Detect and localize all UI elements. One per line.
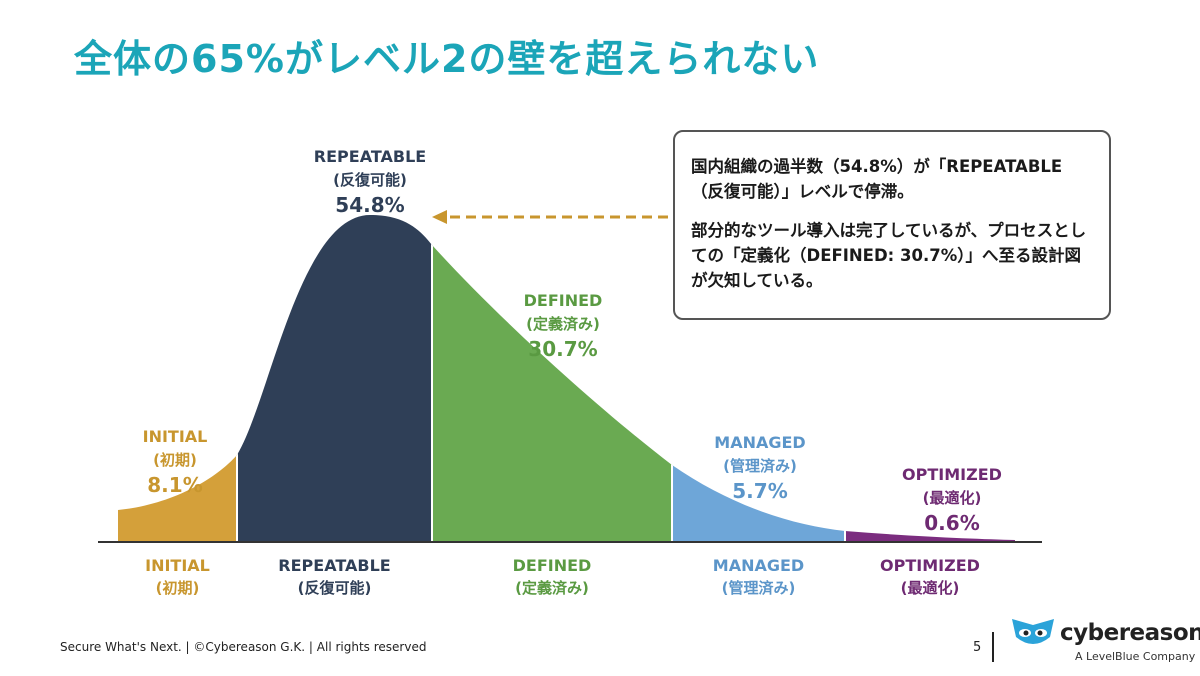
data-label-sub: (反復可能) <box>333 171 407 189</box>
data-label-name: MANAGED <box>714 433 805 452</box>
area-segment-optimized <box>845 531 1015 541</box>
callout-box: 国内組織の過半数（54.8%）が「REPEATABLE（反復可能）」レベルで停滞… <box>673 130 1111 320</box>
footer-divider <box>992 632 994 662</box>
brand-tagline: A LevelBlue Company <box>1075 650 1196 663</box>
x-tick-label: DEFINED <box>513 556 592 575</box>
area-segment-managed <box>672 465 845 541</box>
data-label-name: INITIAL <box>143 427 208 446</box>
area-segment-repeatable <box>237 215 432 541</box>
x-tick-label: REPEATABLE <box>278 556 390 575</box>
data-label-value: 30.7% <box>528 337 597 361</box>
data-label-value: 0.6% <box>924 511 979 535</box>
x-tick-sublabel: (反復可能) <box>298 579 372 597</box>
data-label-name: OPTIMIZED <box>902 465 1002 484</box>
owl-logo-icon <box>1012 619 1054 644</box>
x-tick-sublabel: (初期) <box>156 579 200 597</box>
area-segment-defined <box>432 245 672 541</box>
data-label-value: 5.7% <box>732 479 787 503</box>
callout-line-2: 部分的なツール導入は完了しているが、プロセスとしての「定義化（DEFINED: … <box>691 221 1087 290</box>
data-label-value: 8.1% <box>147 473 202 497</box>
data-label-sub: (管理済み) <box>723 457 797 475</box>
x-tick-label: MANAGED <box>713 556 804 575</box>
brand-name: cybereason <box>1060 620 1200 646</box>
x-tick-label: INITIAL <box>145 556 210 575</box>
x-tick-sublabel: (最適化) <box>901 579 960 597</box>
data-label-name: DEFINED <box>524 291 603 310</box>
x-tick-sublabel: (管理済み) <box>722 579 796 597</box>
page-number: 5 <box>973 640 982 655</box>
area-segment-initial <box>118 455 237 541</box>
footer-text: Secure What's Next. | ©Cybereason G.K. |… <box>60 640 427 654</box>
callout-line-1: 国内組織の過半数（54.8%）が「REPEATABLE（反復可能）」レベルで停滞… <box>691 157 1063 201</box>
data-label-sub: (最適化) <box>923 489 982 507</box>
arrow-head-icon <box>432 210 447 224</box>
data-label-sub: (初期) <box>153 451 197 469</box>
data-label-sub: (定義済み) <box>526 315 600 333</box>
data-label-value: 54.8% <box>335 193 404 217</box>
page-title: 全体の65%がレベル2の壁を超えられない <box>74 37 820 81</box>
x-tick-label: OPTIMIZED <box>880 556 980 575</box>
x-tick-sublabel: (定義済み) <box>515 579 589 597</box>
data-label-name: REPEATABLE <box>314 147 426 166</box>
